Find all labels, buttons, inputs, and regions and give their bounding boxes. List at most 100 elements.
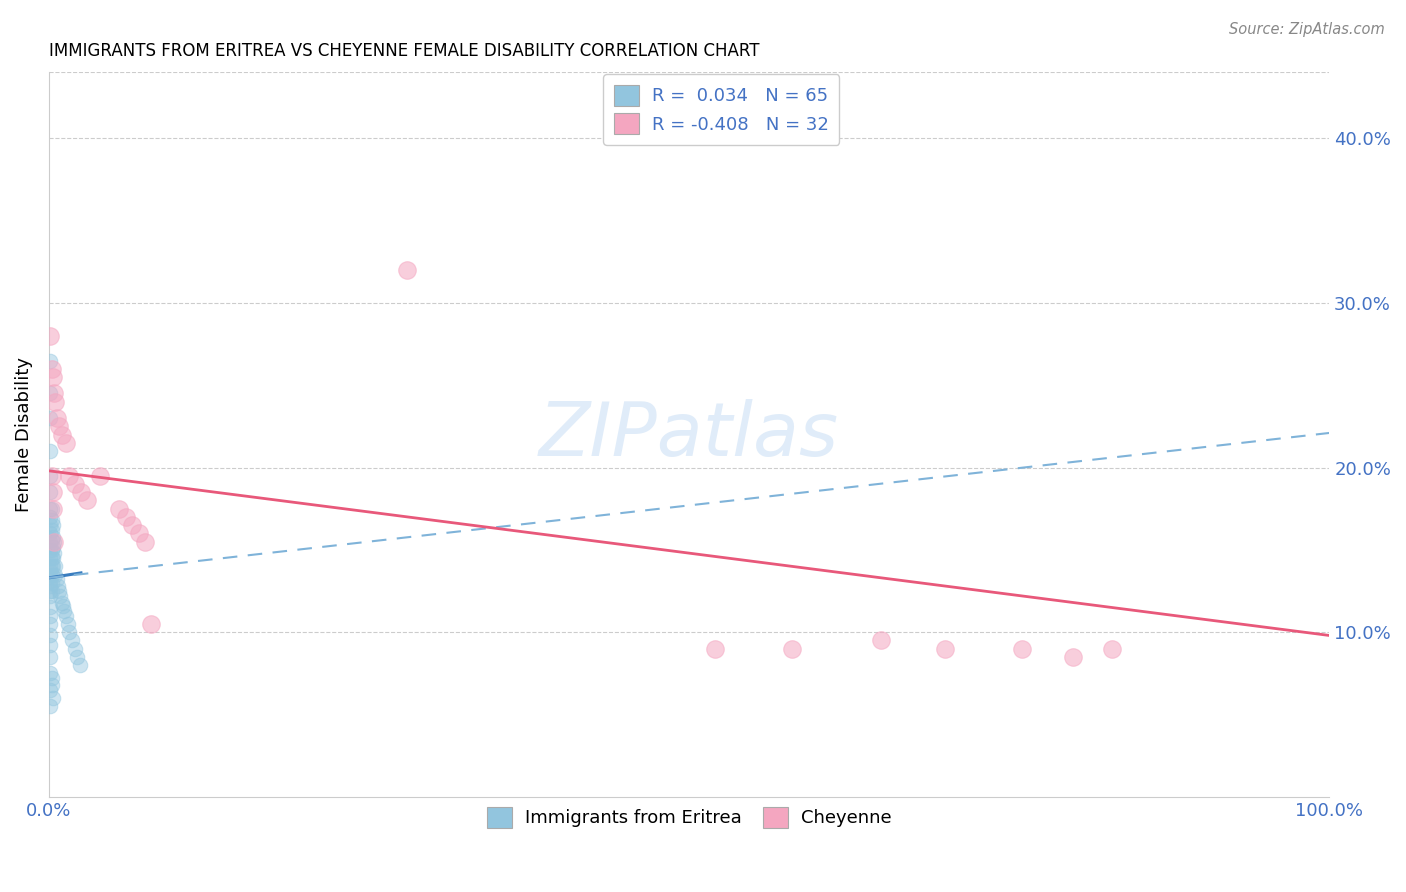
Point — [42, 530, 65, 544]
Point — [41, 678, 63, 692]
Point — [39, 542, 62, 557]
Point — [39, 559, 62, 574]
Point — [39, 328, 62, 343]
Point — [53, 604, 76, 618]
Point — [39, 638, 62, 652]
Point — [128, 526, 150, 541]
Point — [41, 501, 63, 516]
Point — [39, 551, 62, 566]
Point — [39, 649, 62, 664]
Point — [52, 599, 75, 613]
Point — [703, 641, 725, 656]
Point — [42, 534, 65, 549]
Point — [870, 633, 893, 648]
Point — [41, 551, 63, 566]
Point — [39, 682, 62, 697]
Point — [39, 526, 62, 541]
Point — [41, 567, 63, 582]
Point — [39, 510, 62, 524]
Point — [780, 641, 803, 656]
Point — [396, 263, 419, 277]
Point — [39, 628, 62, 642]
Point — [39, 353, 62, 368]
Text: ZIPatlas: ZIPatlas — [538, 399, 839, 471]
Point — [41, 468, 63, 483]
Point — [51, 595, 73, 609]
Point — [76, 493, 98, 508]
Point — [41, 584, 63, 599]
Point — [39, 501, 62, 516]
Point — [69, 658, 91, 673]
Point — [45, 411, 67, 425]
Point — [934, 641, 956, 656]
Point — [41, 542, 63, 557]
Point — [39, 518, 62, 533]
Point — [41, 575, 63, 590]
Point — [141, 616, 163, 631]
Point — [46, 579, 69, 593]
Point — [41, 533, 63, 547]
Point — [39, 569, 62, 583]
Point — [44, 394, 66, 409]
Point — [42, 691, 65, 706]
Point — [39, 579, 62, 593]
Point — [42, 551, 65, 566]
Point — [42, 518, 65, 533]
Point — [58, 468, 80, 483]
Point — [42, 540, 65, 554]
Point — [58, 625, 80, 640]
Point — [56, 616, 79, 631]
Point — [39, 444, 62, 458]
Point — [44, 559, 66, 574]
Point — [41, 513, 63, 527]
Point — [39, 564, 62, 578]
Point — [49, 589, 72, 603]
Point — [39, 534, 62, 549]
Point — [108, 501, 131, 516]
Point — [42, 534, 65, 549]
Point — [114, 510, 136, 524]
Point — [42, 370, 65, 384]
Point — [39, 666, 62, 681]
Point — [39, 411, 62, 425]
Point — [39, 485, 62, 500]
Legend: Immigrants from Eritrea, Cheyenne: Immigrants from Eritrea, Cheyenne — [479, 799, 898, 835]
Point — [1062, 649, 1084, 664]
Point — [55, 608, 77, 623]
Point — [66, 649, 89, 664]
Point — [39, 616, 62, 631]
Point — [51, 427, 73, 442]
Point — [44, 567, 66, 582]
Point — [42, 485, 65, 500]
Point — [41, 523, 63, 537]
Point — [1101, 641, 1123, 656]
Point — [42, 546, 65, 560]
Point — [39, 589, 62, 603]
Point — [39, 600, 62, 615]
Point — [63, 641, 86, 656]
Point — [39, 468, 62, 483]
Point — [41, 559, 63, 574]
Text: IMMIGRANTS FROM ERITREA VS CHEYENNE FEMALE DISABILITY CORRELATION CHART: IMMIGRANTS FROM ERITREA VS CHEYENNE FEMA… — [49, 42, 759, 60]
Point — [60, 633, 83, 648]
Point — [41, 671, 63, 685]
Text: Source: ZipAtlas.com: Source: ZipAtlas.com — [1229, 22, 1385, 37]
Point — [63, 477, 86, 491]
Point — [89, 468, 111, 483]
Point — [1011, 641, 1033, 656]
Point — [39, 584, 62, 599]
Point — [121, 518, 143, 533]
Point — [42, 559, 65, 574]
Point — [42, 386, 65, 401]
Point — [39, 386, 62, 401]
Point — [134, 534, 156, 549]
Point — [41, 361, 63, 376]
Point — [55, 435, 77, 450]
Point — [42, 501, 65, 516]
Point — [39, 608, 62, 623]
Point — [39, 699, 62, 714]
Point — [48, 419, 70, 434]
Y-axis label: Female Disability: Female Disability — [15, 357, 32, 512]
Point — [48, 584, 70, 599]
Point — [39, 574, 62, 588]
